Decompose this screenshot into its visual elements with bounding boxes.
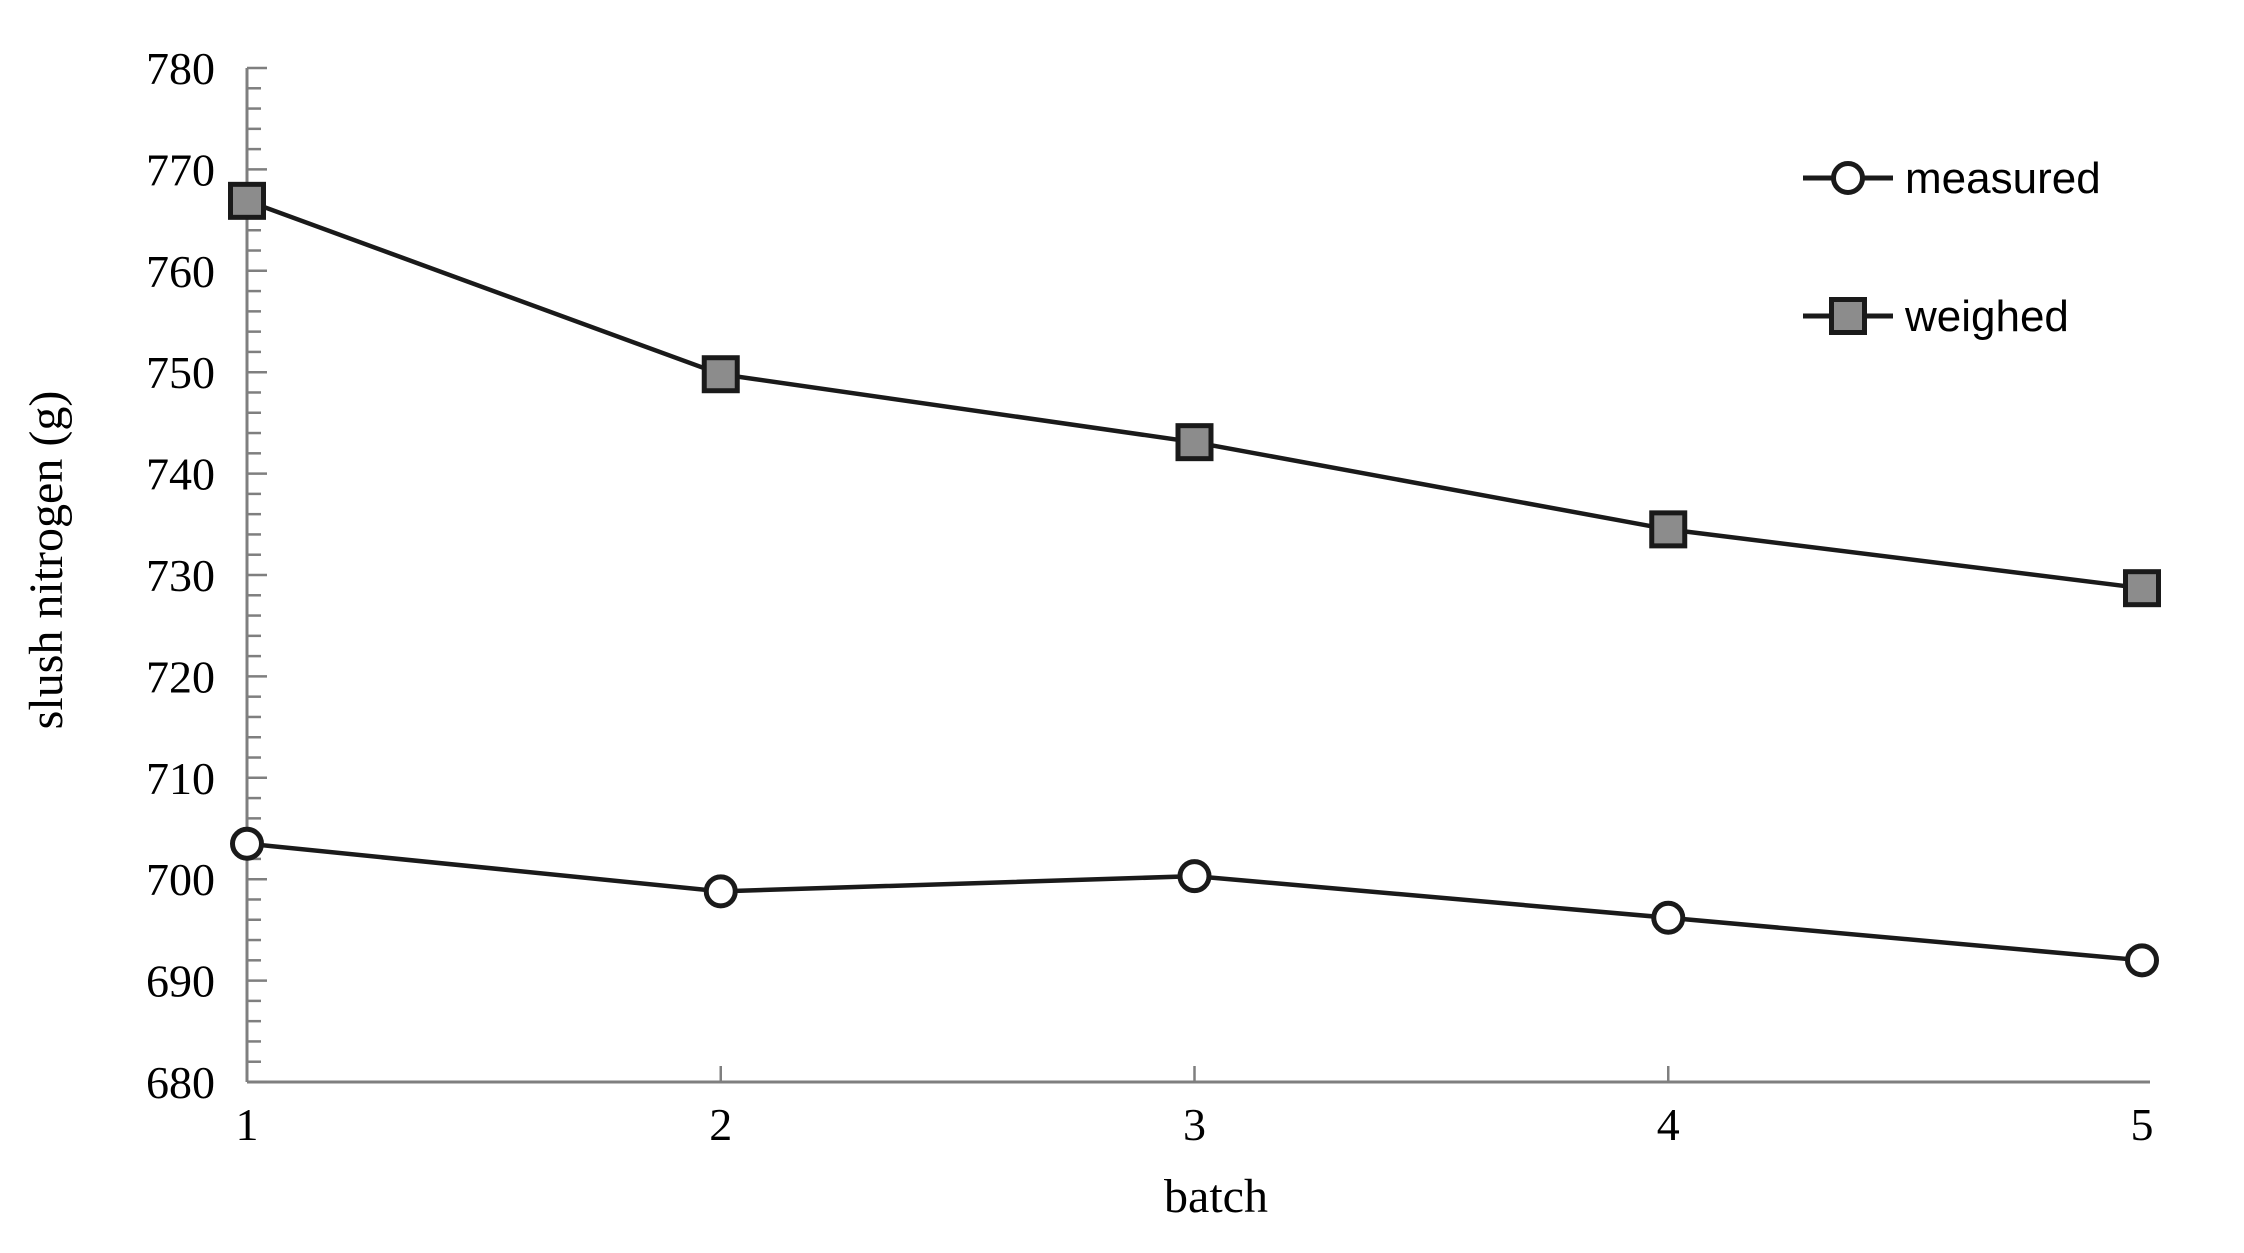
measured-legend-marker bbox=[1831, 161, 1865, 195]
measured-point bbox=[1177, 859, 1212, 894]
x-tick-label: 4 bbox=[1657, 1099, 1680, 1150]
measured-point bbox=[703, 874, 738, 909]
y-tick-label: 750 bbox=[146, 347, 215, 398]
legend-item-measured: measured bbox=[1803, 154, 2101, 203]
y-tick-label: 740 bbox=[146, 449, 215, 500]
x-tick-label: 1 bbox=[236, 1099, 259, 1150]
legend-label: measured bbox=[1905, 154, 2101, 203]
weighed-point bbox=[228, 181, 266, 220]
measured-point bbox=[2125, 943, 2159, 978]
weighed-legend-marker bbox=[1829, 297, 1867, 335]
y-tick-label: 770 bbox=[146, 144, 215, 195]
legend-item-weighed: weighed bbox=[1803, 292, 2069, 341]
y-tick-label: 730 bbox=[146, 550, 215, 601]
y-tick-label: 710 bbox=[146, 753, 215, 804]
weighed-point bbox=[1649, 510, 1688, 549]
y-tick-label: 700 bbox=[146, 854, 215, 905]
weighed-line bbox=[246, 198, 2143, 591]
x-tick-label: 3 bbox=[1183, 1099, 1206, 1150]
axes bbox=[245, 66, 2150, 1084]
tick-labels: 780 770 760 750 740 730 720 710 700 690 680 1 2 3 4 5 bbox=[146, 43, 2154, 1150]
y-tick-label: 780 bbox=[146, 43, 215, 94]
measured-point bbox=[1651, 900, 1686, 935]
weighed-point bbox=[1175, 423, 1214, 462]
weighed-point bbox=[2123, 569, 2161, 608]
x-tick-label: 5 bbox=[2131, 1099, 2154, 1150]
x-axis-title: batch bbox=[1164, 1170, 1268, 1223]
legend: measured weighed bbox=[1803, 154, 2101, 341]
y-tick-label: 760 bbox=[146, 246, 215, 297]
weighed-point bbox=[701, 355, 740, 394]
y-axis-title: slush nitrogen (g) bbox=[20, 391, 73, 730]
data-series bbox=[228, 181, 2161, 978]
legend-label: weighed bbox=[1904, 292, 2069, 341]
y-tick-label: 680 bbox=[146, 1057, 215, 1108]
y-tick-label: 690 bbox=[146, 956, 215, 1007]
y-tick-label: 720 bbox=[146, 651, 215, 702]
measured-point bbox=[230, 826, 264, 861]
x-tick-label: 2 bbox=[709, 1099, 732, 1150]
